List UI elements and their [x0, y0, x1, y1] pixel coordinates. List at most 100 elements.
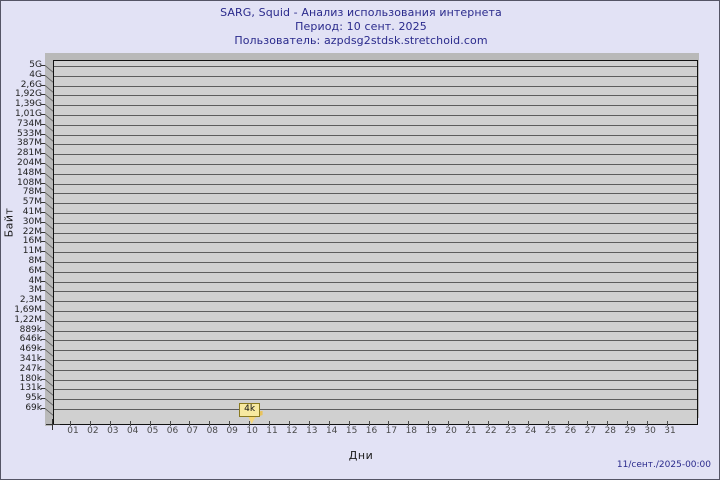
- y-axis-tick: [41, 192, 45, 193]
- grid-line: [54, 203, 697, 204]
- x-axis-tick-label: 05: [146, 426, 159, 436]
- y-axis-tick: [41, 222, 45, 223]
- x-axis-tick-label: 31: [664, 426, 676, 436]
- y-axis-tick: [41, 202, 45, 203]
- x-axis-tick-label: 08: [206, 426, 219, 436]
- y-axis-tick-label: 108M: [17, 178, 42, 188]
- x-axis-tick: [607, 421, 609, 426]
- y-axis-tick: [41, 75, 45, 76]
- x-axis-tick-label: 19: [425, 426, 437, 436]
- x-axis-tick-label: 18: [405, 426, 418, 436]
- page-title: SARG, Squid - Анализ использования интер…: [220, 6, 502, 19]
- y-axis-tick-label: 1,39G: [14, 99, 42, 109]
- x-axis-tick-label: 01: [67, 426, 79, 436]
- x-axis-tick: [328, 421, 330, 426]
- y-axis-tick: [41, 290, 45, 291]
- y-axis-tick-label: 1,69M: [14, 305, 42, 315]
- y-axis-tick-label: 4M: [28, 276, 43, 286]
- y-axis-tick-label: 281M: [17, 148, 42, 158]
- grid-line: [54, 409, 697, 410]
- x-axis-labels: 01 02 03 04 05 06 07 08 09 10 11 12 13 14 15 16 17 18 19 20…: [1, 421, 719, 442]
- y-axis-tick: [41, 339, 45, 340]
- y-axis-tick-label: 8M: [28, 256, 43, 266]
- x-axis-tick: [448, 421, 450, 426]
- y-axis-tick: [41, 241, 45, 242]
- grid-line: [54, 86, 697, 87]
- x-axis-tick: [388, 421, 390, 426]
- y-axis-tick-label: 1,92G: [14, 89, 42, 99]
- x-axis-tick-label: 17: [385, 426, 398, 436]
- x-axis-tick-label: 22: [485, 426, 497, 436]
- x-axis-tick: [169, 421, 171, 426]
- x-axis-tick: [547, 421, 549, 426]
- grid-line: [54, 154, 697, 155]
- y-axis-tick: [41, 65, 45, 66]
- y-axis-tick: [41, 134, 45, 135]
- x-axis-tick: [667, 421, 668, 426]
- x-axis-tick-label: 02: [87, 426, 99, 436]
- x-axis-tick: [70, 421, 71, 426]
- y-axis-tick: [41, 104, 45, 105]
- y-axis-tick: [41, 232, 45, 233]
- grid-line: [54, 184, 697, 185]
- y-axis-tick-label: 16M: [22, 236, 42, 246]
- x-axis-tick-label: 23: [505, 426, 517, 436]
- y-axis-tick: [41, 94, 45, 95]
- y-axis-tick-label: 2,3M: [19, 295, 42, 305]
- y-axis-tick-label: 41M: [22, 207, 42, 217]
- y-axis-tick-label: 889k: [19, 325, 42, 335]
- y-axis-tick: [41, 281, 45, 282]
- x-axis-tick-label: 04: [126, 426, 139, 436]
- y-axis-tick: [41, 408, 45, 409]
- footer-timestamp: 11/сент./2025-00:00: [616, 460, 711, 470]
- grid-line: [54, 301, 697, 302]
- x-axis-tick-label: 29: [624, 426, 636, 436]
- y-axis-tick-label: 4G: [29, 70, 42, 80]
- grid-line: [54, 331, 697, 332]
- grid-line: [54, 380, 697, 381]
- x-axis-tick: [507, 421, 509, 426]
- x-axis-tick-label: 16: [365, 426, 378, 436]
- y-axis-tick-label: 5G: [29, 60, 42, 70]
- y-axis-tick-label: 30M: [22, 217, 42, 227]
- x-axis-tick-label: 28: [604, 426, 617, 436]
- x-axis-tick-label: 20: [445, 426, 457, 436]
- y-axis-tick-label: 131k: [19, 383, 42, 393]
- grid-line: [54, 389, 697, 390]
- x-axis-tick: [229, 421, 231, 426]
- y-axis-tick: [41, 398, 45, 399]
- grid-line: [54, 193, 697, 194]
- y-axis-tick: [41, 114, 45, 115]
- y-axis-tick-label: 1,22M: [14, 315, 42, 325]
- x-axis-tick: [567, 421, 569, 426]
- x-axis-baseline: [46, 424, 60, 425]
- grid-line: [54, 340, 697, 341]
- grid-line: [54, 115, 697, 116]
- x-axis-tick-label: 25: [544, 426, 557, 436]
- grid-line: [54, 174, 697, 175]
- y-axis-tick: [41, 271, 45, 272]
- grid-line: [54, 291, 697, 292]
- x-axis-tick: [308, 421, 310, 426]
- x-axis-caption: Дни: [348, 449, 374, 462]
- x-axis-tick-label: 13: [306, 426, 318, 436]
- x-axis-tick: [129, 421, 131, 426]
- y-axis-tick-label: 3M: [28, 285, 43, 295]
- y-axis-tick-label: 148M: [17, 168, 42, 178]
- y-axis-tick: [41, 379, 45, 380]
- y-axis-tick: [41, 124, 45, 125]
- y-axis-tick: [41, 183, 45, 184]
- y-axis-tick-label: 6M: [28, 266, 43, 276]
- y-axis-tick-label: 646k: [19, 334, 42, 344]
- x-axis-tick: [487, 421, 489, 426]
- x-axis-tick-label: 11: [266, 426, 278, 436]
- y-axis-tick: [41, 359, 45, 360]
- x-axis-tick-label: 03: [107, 426, 119, 436]
- x-axis-tick: [189, 421, 191, 426]
- grid-line: [54, 370, 697, 371]
- x-axis-tick: [269, 421, 270, 426]
- grid-line: [54, 233, 697, 234]
- y-axis-tick-label: 247k: [19, 364, 42, 374]
- y-axis-tick: [41, 153, 45, 154]
